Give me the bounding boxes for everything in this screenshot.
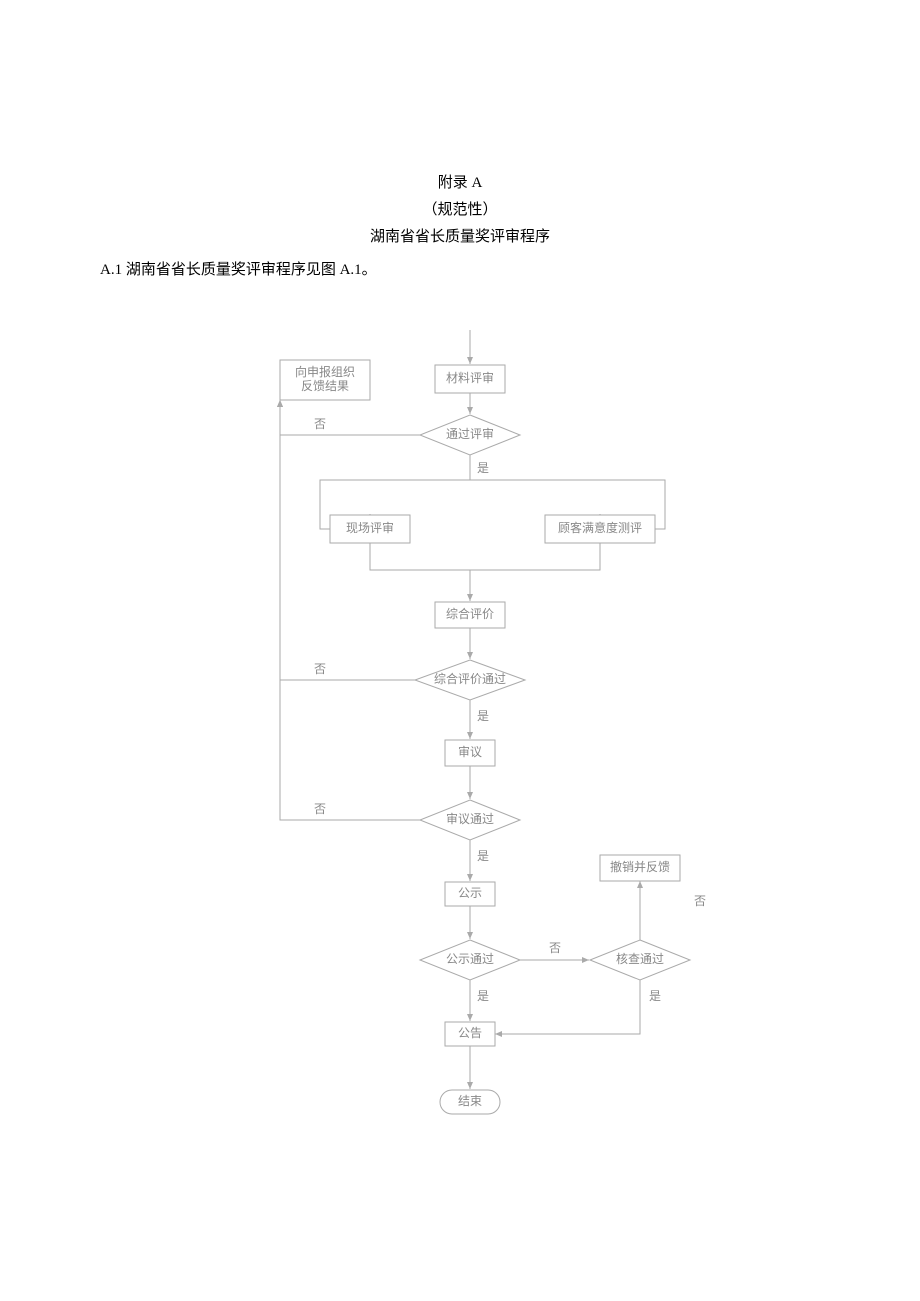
page: 附录 A （规范性） 湖南省省长质量奖评审程序 A.1 湖南省省长质量奖评审程序… — [0, 0, 920, 1301]
svg-text:公告: 公告 — [458, 1026, 482, 1040]
svg-text:综合评价通过: 综合评价通过 — [434, 671, 506, 686]
appendix-label: 附录 A — [0, 170, 920, 197]
svg-text:是: 是 — [649, 989, 661, 1003]
normative-label: （规范性） — [0, 197, 920, 224]
svg-text:核查通过: 核查通过 — [616, 952, 664, 966]
svg-text:否: 否 — [314, 802, 326, 816]
svg-text:否: 否 — [694, 894, 706, 908]
svg-text:是: 是 — [477, 989, 489, 1003]
svg-text:否: 否 — [314, 417, 326, 431]
svg-text:是: 是 — [477, 709, 489, 723]
svg-text:通过评审: 通过评审 — [446, 426, 494, 441]
svg-text:顾客满意度测评: 顾客满意度测评 — [558, 520, 642, 535]
svg-text:审议通过: 审议通过 — [446, 811, 494, 826]
svg-text:否: 否 — [314, 662, 326, 676]
svg-text:公示通过: 公示通过 — [446, 952, 494, 966]
svg-text:否: 否 — [549, 941, 561, 955]
svg-text:是: 是 — [477, 461, 489, 475]
svg-text:综合评价: 综合评价 — [446, 606, 494, 621]
figure-caption: A.1 湖南省省长质量奖评审程序见图 A.1。 — [100, 258, 377, 279]
svg-text:材料评审: 材料评审 — [446, 370, 494, 385]
svg-text:审议: 审议 — [458, 744, 482, 759]
svg-text:公示: 公示 — [458, 886, 482, 900]
svg-text:是: 是 — [477, 849, 489, 863]
svg-text:结束: 结束 — [458, 1094, 482, 1108]
flowchart-svg: 否是否是否是否是否是 向申报组织反馈结果材料评审通过评审现场评审顾客满意度测评综… — [0, 300, 920, 1170]
svg-text:现场评审: 现场评审 — [346, 520, 394, 535]
svg-text:撤销并反馈: 撤销并反馈 — [610, 859, 670, 874]
doc-title: 湖南省省长质量奖评审程序 — [0, 224, 920, 251]
svg-text:向申报组织: 向申报组织 — [295, 364, 355, 379]
svg-text:反馈结果: 反馈结果 — [301, 379, 349, 393]
flowchart-container: 否是否是否是否是否是 向申报组织反馈结果材料评审通过评审现场评审顾客满意度测评综… — [0, 300, 920, 1170]
document-header: 附录 A （规范性） 湖南省省长质量奖评审程序 — [0, 170, 920, 251]
